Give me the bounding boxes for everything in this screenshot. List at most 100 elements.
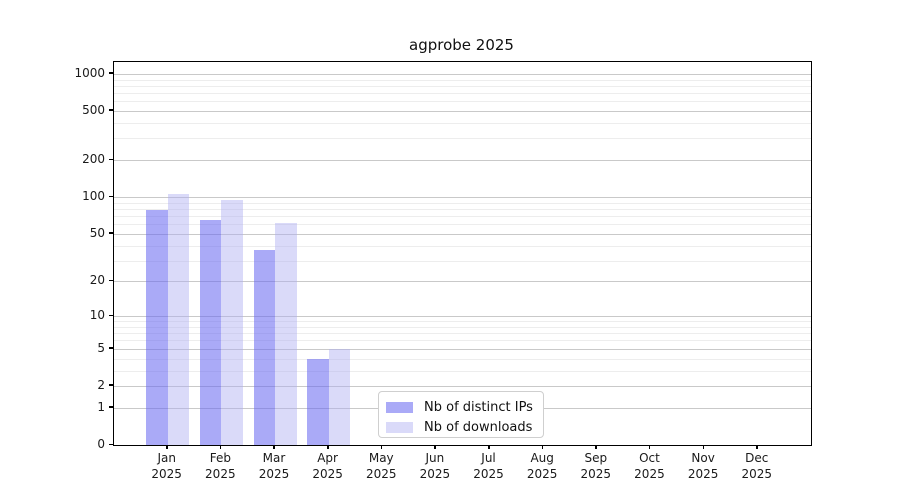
gridline-minor-900	[114, 79, 811, 81]
y-tick-label-0: 0	[97, 437, 105, 451]
gridline-major-20	[114, 281, 811, 283]
x-tick-month: Mar	[262, 451, 286, 465]
gridline-minor-60	[114, 224, 811, 226]
gridline-major-50	[114, 233, 811, 235]
x-tick-mark-mar	[273, 445, 275, 449]
y-tick-mark-200	[109, 158, 113, 161]
gridline-minor-600	[114, 101, 811, 103]
chart-title: agprobe 2025	[409, 36, 514, 54]
x-tick-mark-jul	[488, 445, 490, 449]
gridline-minor-6	[114, 340, 811, 342]
y-tick-label-50: 50	[89, 225, 105, 240]
x-tick-label-nov: Nov 2025	[673, 450, 733, 482]
x-tick-label-jun: Jun 2025	[405, 450, 465, 482]
y-tick-mark-0	[109, 443, 113, 445]
x-tick-month: Jul	[481, 451, 496, 465]
gridline-minor-800	[114, 85, 811, 87]
x-tick-label-dec: Dec 2025	[727, 450, 787, 482]
y-tick-mark-20	[109, 279, 113, 282]
gridline-minor-40	[114, 245, 811, 247]
legend-item-downloads: Nb of downloads	[386, 418, 535, 436]
y-tick-label-100: 100	[82, 189, 105, 204]
bar-distinct-ips-feb	[199, 219, 222, 445]
bar-downloads-jan	[167, 194, 190, 445]
y-tick-mark-10	[109, 314, 113, 317]
x-tick-month: Jun	[425, 451, 445, 465]
x-tick-mark-jun	[434, 445, 436, 449]
bar-downloads-apr	[328, 348, 351, 445]
x-tick-month: May	[368, 451, 394, 465]
x-tick-month: Dec	[745, 451, 769, 465]
bar-distinct-ips-jan	[146, 210, 168, 445]
x-tick-label-may: May 2025	[351, 450, 411, 482]
bar-distinct-ips-apr	[307, 358, 329, 445]
x-tick-year: 2025	[151, 467, 182, 481]
legend-swatch-distinct-ips	[386, 401, 413, 413]
x-tick-label-apr: Apr 2025	[298, 450, 358, 482]
x-tick-year: 2025	[312, 467, 343, 481]
x-tick-month: Oct	[639, 451, 660, 465]
legend-swatch-downloads	[386, 421, 413, 433]
y-tick-label-200: 200	[82, 152, 105, 167]
gridline-minor-300	[114, 138, 811, 140]
x-tick-year: 2025	[205, 467, 236, 481]
x-tick-mark-sep	[595, 445, 597, 449]
x-tick-label-jan: Jan 2025	[137, 450, 197, 482]
x-tick-year: 2025	[365, 467, 397, 481]
bar-downloads-mar	[275, 223, 297, 445]
x-tick-year: 2025	[580, 467, 612, 481]
x-tick-mark-may	[380, 445, 383, 449]
x-tick-label-mar: Mar 2025	[244, 450, 304, 482]
gridline-major-10	[114, 316, 811, 318]
x-tick-month: Nov	[691, 451, 715, 465]
x-tick-year: 2025	[473, 467, 504, 481]
y-tick-mark-500	[109, 109, 113, 111]
legend-label-distinct-ips: Nb of distinct IPs	[424, 399, 533, 415]
x-tick-label-sep: Sep 2025	[566, 450, 626, 482]
gridline-major-200	[114, 160, 811, 162]
x-tick-month: Apr	[317, 451, 338, 465]
y-tick-label-20: 20	[89, 273, 105, 288]
gridline-minor-70	[114, 216, 811, 217]
y-tick-label-500: 500	[82, 102, 105, 117]
y-tick-label-1000: 1000	[74, 65, 105, 80]
y-tick-mark-1	[109, 406, 113, 408]
gridline-major-5	[114, 348, 811, 350]
gridline-minor-400	[114, 123, 811, 124]
y-tick-label-1: 1	[97, 399, 105, 414]
x-tick-mark-apr	[327, 445, 329, 449]
gridline-minor-30	[114, 260, 811, 262]
x-tick-label-jul: Jul 2025	[459, 450, 519, 482]
x-tick-year: 2025	[741, 467, 772, 481]
gridline-minor-700	[114, 92, 811, 94]
plot-area	[113, 61, 812, 446]
x-tick-month: Feb	[209, 451, 231, 465]
x-tick-year: 2025	[419, 467, 451, 481]
y-tick-mark-5	[109, 347, 113, 349]
x-tick-month: Jan	[157, 451, 176, 465]
legend-item-distinct-ips: Nb of distinct IPs	[386, 398, 535, 416]
gridline-minor-9	[114, 321, 811, 323]
x-tick-month: Aug	[530, 451, 554, 465]
y-tick-label-10: 10	[89, 308, 105, 323]
gridline-minor-80	[114, 208, 811, 210]
gridline-minor-8	[114, 326, 811, 328]
x-tick-label-aug: Aug 2025	[512, 450, 572, 482]
y-tick-label-2: 2	[97, 377, 105, 392]
gridline-minor-3	[114, 370, 811, 372]
bar-distinct-ips-mar	[253, 249, 275, 445]
y-tick-mark-50	[109, 232, 113, 234]
gridline-minor-7	[114, 333, 811, 335]
x-tick-mark-aug	[541, 445, 544, 449]
x-tick-label-oct: Oct 2025	[619, 450, 679, 482]
bar-downloads-feb	[221, 199, 243, 445]
x-tick-mark-oct	[648, 445, 651, 449]
x-tick-mark-feb	[219, 445, 222, 449]
y-tick-label-5: 5	[97, 340, 105, 355]
legend-label-downloads: Nb of downloads	[424, 419, 533, 435]
x-tick-mark-dec	[756, 445, 758, 449]
x-tick-month: Sep	[584, 451, 608, 465]
y-tick-mark-100	[109, 195, 113, 198]
gridline-major-1000	[114, 73, 811, 75]
